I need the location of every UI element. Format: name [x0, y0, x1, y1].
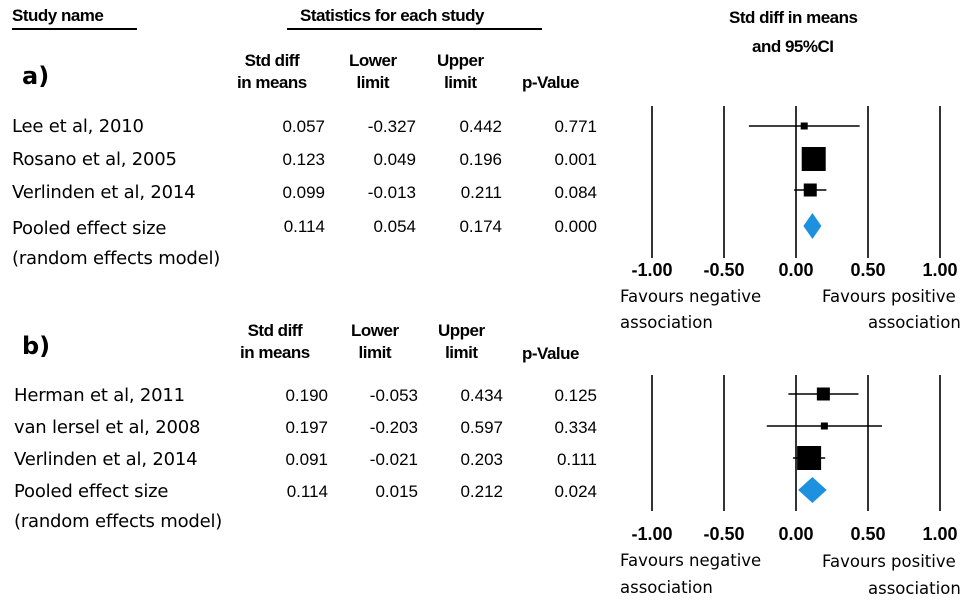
statistics-underline — [287, 28, 542, 30]
p-value: 0.001 — [554, 150, 597, 169]
x-tick-label: -0.50 — [703, 260, 744, 280]
upper-limit-value: 0.196 — [459, 150, 502, 169]
favours-positive-line2: association — [868, 313, 961, 332]
x-tick-label: 0.00 — [778, 524, 813, 544]
col-header-upper-b: Upper limit — [438, 321, 485, 362]
pooled-label-line2: (random effects model) — [14, 511, 223, 532]
plot-title-line2: and 95%CI — [752, 37, 834, 56]
col-header-lower-b: Lower limit — [351, 321, 399, 362]
x-tick-label: 1.00 — [922, 260, 957, 280]
pooled-diamond — [803, 213, 822, 239]
upper-limit-value: 0.442 — [459, 117, 502, 136]
x-tick-label: 1.00 — [922, 524, 957, 544]
statistics-header: Statistics for each study — [300, 6, 485, 25]
pooled-p-value: 0.000 — [554, 217, 597, 236]
upper-limit-value: 0.211 — [460, 183, 502, 202]
lower-limit-value: 0.049 — [373, 150, 416, 169]
pooled-upper: 0.174 — [459, 217, 502, 236]
x-tick-label: 0.50 — [850, 260, 885, 280]
study-marker — [803, 183, 817, 197]
lower-limit-value: -0.327 — [367, 117, 416, 136]
col-header-p-b: p-Value — [522, 344, 579, 363]
study-marker — [820, 422, 828, 430]
study-marker — [800, 122, 808, 130]
favours-negative-line1: Favours negative — [620, 551, 762, 570]
p-value: 0.084 — [554, 183, 597, 202]
p-value: 0.771 — [554, 117, 597, 136]
favours-negative-line2: association — [620, 578, 713, 597]
x-tick-label: 0.00 — [778, 260, 813, 280]
upper-limit-value: 0.597 — [460, 418, 503, 437]
lower-limit-value: -0.053 — [369, 386, 418, 405]
p-value: 0.111 — [556, 450, 597, 469]
upper-limit-value: 0.203 — [460, 450, 503, 469]
std-diff-value: 0.099 — [282, 183, 325, 202]
favours-positive-line1: Favours positive — [822, 287, 956, 306]
upper-limit-value: 0.434 — [460, 386, 503, 405]
favours-positive-line1: Favours positive — [822, 552, 956, 571]
pooled-lower: 0.054 — [373, 217, 416, 236]
col-header-p-a: p-Value — [522, 73, 579, 92]
pooled-lower: 0.015 — [375, 482, 418, 501]
pooled-diamond — [798, 477, 827, 503]
study-marker — [801, 147, 826, 171]
plot-title-line1: Std diff in means — [729, 8, 858, 27]
pooled-p-value: 0.024 — [554, 482, 597, 501]
study-name-header: Study name — [12, 6, 104, 25]
pooled-std-diff: 0.114 — [283, 217, 325, 236]
study-name-underline — [12, 28, 137, 30]
study-name: van lersel et al, 2008 — [14, 417, 201, 438]
study-name: Rosano et al, 2005 — [12, 149, 177, 170]
lower-limit-value: -0.013 — [367, 183, 416, 202]
study-name: Herman et al, 2011 — [14, 385, 185, 406]
lower-limit-value: -0.021 — [369, 450, 418, 469]
panel-label-a: a) — [22, 62, 50, 90]
x-tick-label: -1.00 — [631, 260, 672, 280]
lower-limit-value: -0.203 — [369, 418, 418, 437]
p-value: 0.125 — [554, 386, 597, 405]
pooled-label-line1: Pooled effect size — [12, 218, 167, 239]
pooled-upper: 0.212 — [460, 482, 503, 501]
col-header-upper-a: Upper limit — [437, 51, 484, 92]
pooled-std-diff: 0.114 — [286, 482, 328, 501]
col-header-lower-a: Lower limit — [349, 51, 397, 92]
favours-negative-line1: Favours negative — [620, 287, 762, 306]
study-marker — [797, 446, 822, 470]
x-tick-label: -0.50 — [703, 524, 744, 544]
x-tick-label: -1.00 — [631, 524, 672, 544]
std-diff-value: 0.197 — [285, 418, 328, 437]
std-diff-value: 0.190 — [285, 386, 328, 405]
study-name: Verlinden et al, 2014 — [14, 449, 198, 470]
pooled-label-line2: (random effects model) — [12, 248, 221, 269]
study-name: Lee et al, 2010 — [12, 116, 144, 137]
std-diff-value: 0.057 — [282, 117, 325, 136]
study-name: Verlinden et al, 2014 — [12, 182, 196, 203]
study-marker — [816, 387, 830, 401]
panel-label-b: b) — [22, 332, 51, 360]
favours-positive-line2: association — [868, 579, 961, 598]
std-diff-value: 0.091 — [285, 450, 328, 469]
std-diff-value: 0.123 — [282, 150, 325, 169]
p-value: 0.334 — [554, 418, 597, 437]
col-header-std-diff-a: Std diff in means — [237, 51, 307, 92]
col-header-std-diff-b: Std diff in means — [240, 321, 310, 362]
pooled-label-line1: Pooled effect size — [14, 481, 169, 502]
x-tick-label: 0.50 — [850, 524, 885, 544]
favours-negative-line2: association — [620, 313, 713, 332]
